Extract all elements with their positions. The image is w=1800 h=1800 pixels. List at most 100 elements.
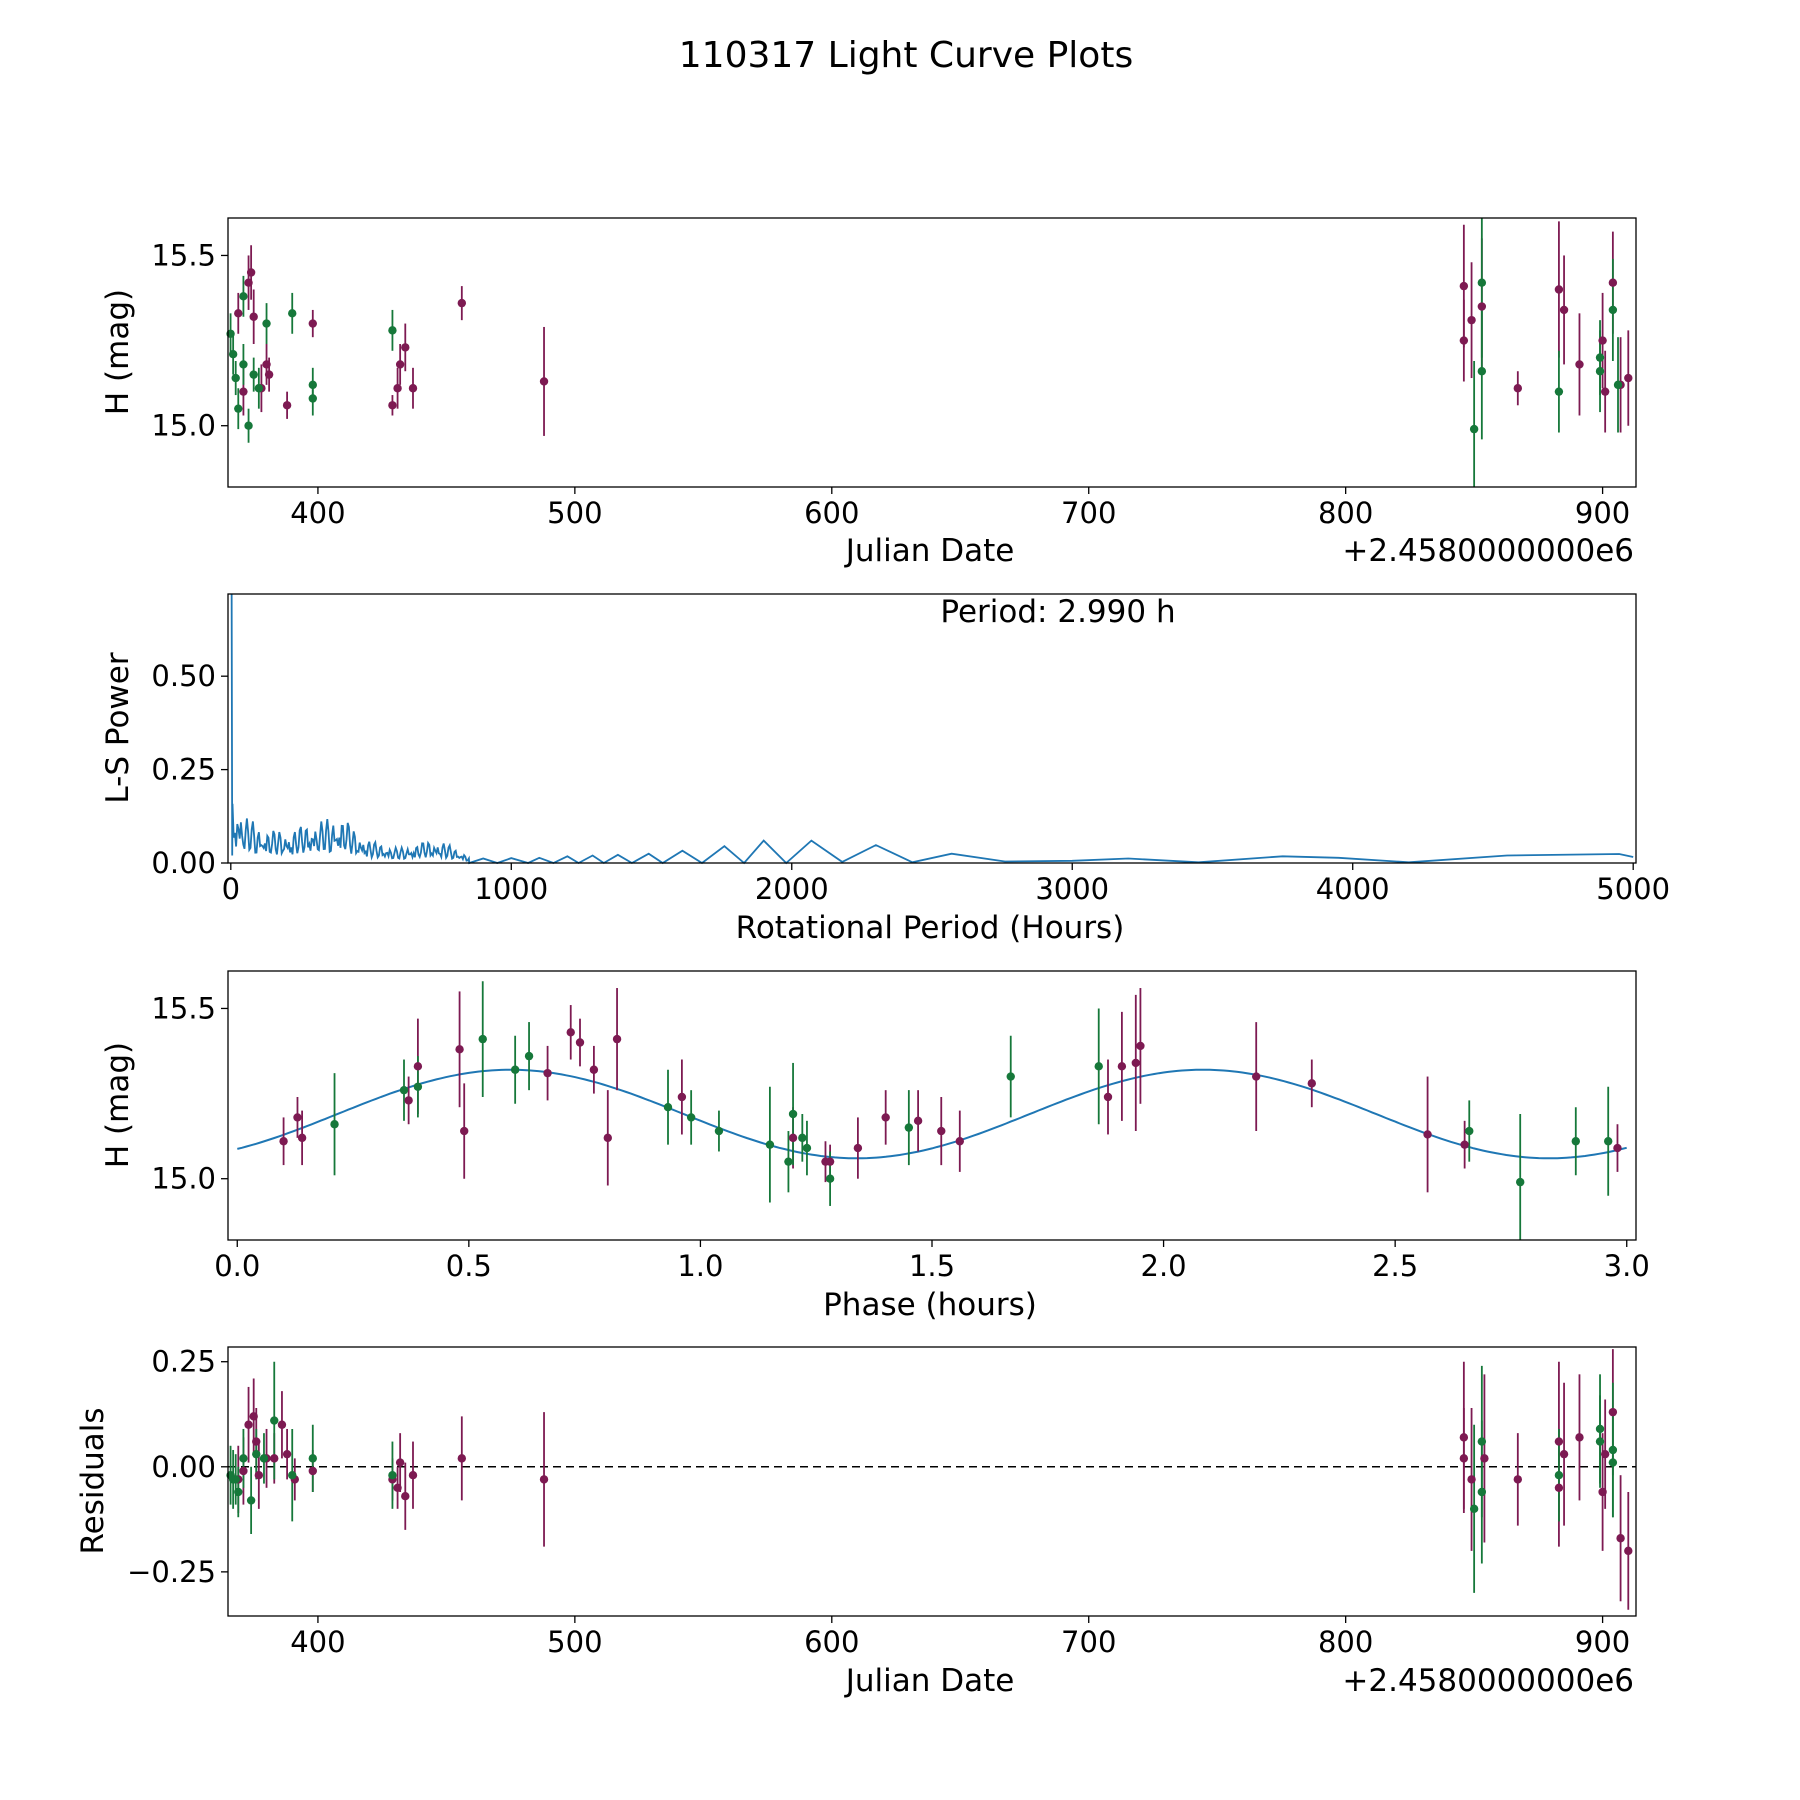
phased-data-point <box>455 1045 464 1054</box>
lightcurve-data-point <box>457 298 467 308</box>
phased-data-point <box>1423 1130 1432 1139</box>
phased-data-point <box>904 1123 914 1132</box>
periodogram-xtick-label: 4000 <box>1316 872 1390 906</box>
residuals-data-point <box>1554 1470 1564 1480</box>
residuals-data-point <box>277 1420 287 1429</box>
phased-data-point <box>788 1109 798 1119</box>
residuals-data-point <box>408 1470 418 1480</box>
lightcurve-data-point <box>1554 285 1564 294</box>
periodogram-xtick-label: 3000 <box>1035 872 1109 906</box>
periodogram-line <box>230 593 1634 865</box>
phased-data-point <box>798 1133 807 1143</box>
lightcurve-data-point <box>231 373 240 383</box>
residuals-data-point <box>234 1487 243 1497</box>
residuals-data-point <box>1600 1449 1610 1459</box>
phased-data-point <box>913 1116 923 1126</box>
lightcurve-data-point <box>388 326 397 335</box>
lightcurve-data-point <box>239 387 248 396</box>
lightcurve-data-point <box>1608 278 1618 287</box>
lightcurve-data-point <box>1624 373 1633 383</box>
phased-data-point <box>881 1113 890 1122</box>
periodogram-xtick-label: 1000 <box>474 872 548 906</box>
phased-data-point <box>686 1113 696 1122</box>
phased-xtick-label: 3.0 <box>1604 1249 1650 1283</box>
residuals-data-point <box>395 1458 405 1467</box>
lightcurve-data-point <box>401 343 410 352</box>
residuals-xtick-label: 400 <box>290 1625 345 1659</box>
phased-ylabel: H (mag) <box>100 1042 136 1168</box>
periodogram-xlabel: Rotational Period (Hours) <box>736 910 1125 946</box>
lightcurve-data-point <box>244 421 253 430</box>
phased-data-point <box>293 1113 302 1122</box>
phased-xticks: 0.0 0.5 1.0 1.5 2.0 2.5 3.0 <box>214 1240 1650 1283</box>
phased-data-point <box>677 1092 687 1102</box>
phased-data-point <box>413 1062 423 1071</box>
lightcurve-frame <box>227 217 1637 488</box>
phased-data-point <box>543 1068 552 1078</box>
lightcurve-xtick-label: 600 <box>804 496 859 530</box>
lightcurve-data-point <box>1459 281 1469 291</box>
lightcurve-xtick-label: 800 <box>1318 496 1373 530</box>
phased-data-point <box>510 1065 520 1074</box>
lightcurve-data-point <box>1554 387 1564 396</box>
residuals-data-point <box>1608 1407 1618 1417</box>
phased-data-point <box>413 1082 423 1091</box>
residuals-data-point <box>249 1412 258 1421</box>
lightcurve-data-point <box>262 319 271 328</box>
residuals-data-point <box>252 1437 261 1446</box>
residuals-data-point <box>388 1470 397 1480</box>
residuals-data-point <box>457 1454 467 1463</box>
residuals-data-point <box>244 1420 253 1429</box>
residuals-data-point <box>1477 1487 1487 1497</box>
lightcurve-data-point <box>1613 380 1623 390</box>
phased-data-point <box>825 1157 835 1166</box>
residuals-data-point <box>1467 1475 1476 1484</box>
lightcurve-xtick-label: 900 <box>1575 496 1630 530</box>
phased-xtick-label: 2.0 <box>1141 1249 1187 1283</box>
periodogram-yticks: 0.00 0.25 0.50 <box>151 659 228 880</box>
lightcurve-data-point <box>393 384 402 393</box>
residuals-data-point <box>270 1454 279 1463</box>
residuals-data-point <box>308 1466 317 1476</box>
lightcurve-data-point <box>246 268 256 277</box>
periodogram-panel: 0 1000 2000 3000 4000 5000 0.00 0.25 0.50 Perio… <box>100 593 1670 946</box>
phased-data-point <box>1307 1079 1316 1088</box>
phased-data-point <box>1117 1062 1127 1071</box>
lightcurve-data-point <box>249 312 258 321</box>
lightcurve-data-point <box>1575 360 1584 369</box>
lightcurve-data-point <box>1513 384 1523 393</box>
phased-data-point <box>297 1133 307 1143</box>
lightcurve-data-point <box>239 292 248 301</box>
phased-data-point <box>603 1133 612 1143</box>
phased-data-point <box>788 1133 798 1143</box>
residuals-ytick-label: −0.25 <box>127 1555 216 1589</box>
lightcurve-data-point <box>1600 387 1610 396</box>
residuals-data-point <box>252 1449 261 1459</box>
residuals-xtick-label: 500 <box>547 1625 602 1659</box>
lightcurve-data-point <box>308 394 317 403</box>
lightcurve-ytick-label: 15.5 <box>151 238 216 272</box>
residuals-data-point <box>1595 1437 1605 1446</box>
periodogram-xtick-label: 2000 <box>755 872 829 906</box>
phased-data-point <box>955 1137 964 1146</box>
lightcurve-data-point <box>234 404 243 413</box>
lightcurve-data-point <box>244 278 253 287</box>
lightcurve-data-point <box>282 401 292 410</box>
lightcurve-data-point <box>408 384 418 393</box>
phased-data-point <box>1465 1126 1474 1136</box>
residuals-data-point <box>270 1416 279 1425</box>
lightcurve-data-point <box>1469 424 1479 434</box>
lightcurve-ytick-label: 15.0 <box>151 409 216 443</box>
phased-panel: 0.0 0.5 1.0 1.5 2.0 2.5 3.0 15.0 15.5 Phase (ho… <box>100 970 1650 1323</box>
phased-data-point <box>802 1143 812 1153</box>
lightcurve-data-point <box>288 309 297 318</box>
residuals-yticks: −0.25 0.00 0.25 <box>127 1345 228 1589</box>
lightcurve-data-point <box>1595 353 1605 362</box>
residuals-data-point <box>539 1475 549 1484</box>
lightcurve-data-point <box>1477 367 1487 376</box>
phased-xtick-label: 1.5 <box>909 1249 955 1283</box>
residuals-data-point <box>1624 1546 1633 1556</box>
residuals-data-point <box>1608 1458 1618 1467</box>
period-annotation: Period: 2.990 h <box>940 594 1175 630</box>
